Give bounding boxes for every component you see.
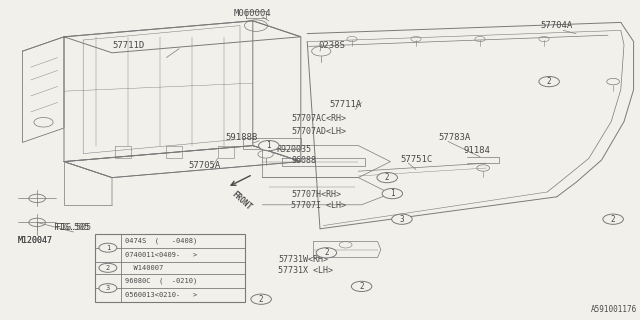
Text: 57707AC<RH>: 57707AC<RH>	[291, 114, 346, 123]
Text: 57707AD<LH>: 57707AD<LH>	[291, 127, 346, 136]
Text: 2: 2	[359, 282, 364, 291]
Circle shape	[99, 243, 117, 252]
Circle shape	[351, 281, 372, 292]
Circle shape	[251, 294, 271, 304]
Text: 1: 1	[390, 189, 395, 198]
Circle shape	[377, 172, 397, 183]
Circle shape	[259, 140, 279, 151]
Text: 91184: 91184	[464, 146, 491, 155]
Text: 0740011<0409-   >: 0740011<0409- >	[125, 252, 197, 258]
Text: A591001176: A591001176	[591, 305, 637, 314]
Text: 57731W<RH>: 57731W<RH>	[278, 255, 328, 264]
Text: 2: 2	[106, 265, 110, 271]
Text: 96080C  (  -0210): 96080C ( -0210)	[125, 278, 197, 284]
Text: 2: 2	[259, 295, 264, 304]
Circle shape	[603, 214, 623, 224]
Text: R920035: R920035	[276, 145, 312, 154]
Text: 2: 2	[385, 173, 390, 182]
Text: 57751C: 57751C	[400, 155, 432, 164]
Text: 59188B: 59188B	[225, 133, 257, 142]
Text: 96088: 96088	[291, 156, 316, 165]
Text: 2: 2	[547, 77, 552, 86]
Text: 57704A: 57704A	[541, 21, 573, 30]
Text: 3: 3	[106, 285, 110, 291]
Circle shape	[99, 263, 117, 272]
Text: 2: 2	[611, 215, 616, 224]
Circle shape	[382, 188, 403, 199]
Text: 57707I <LH>: 57707I <LH>	[291, 201, 346, 210]
Text: M120047: M120047	[18, 236, 53, 245]
Text: 57731X <LH>: 57731X <LH>	[278, 266, 333, 275]
Circle shape	[539, 76, 559, 87]
Text: FIG.505: FIG.505	[56, 223, 92, 232]
Text: 1: 1	[106, 245, 110, 251]
Text: M120047: M120047	[18, 236, 53, 245]
Circle shape	[99, 284, 117, 292]
Circle shape	[392, 214, 412, 224]
Text: 0238S: 0238S	[319, 41, 346, 50]
Text: FIG.505: FIG.505	[54, 223, 90, 232]
Text: 0474S  (   -0408): 0474S ( -0408)	[125, 237, 197, 244]
Text: 0560013<0210-   >: 0560013<0210- >	[125, 292, 197, 298]
Text: 2: 2	[324, 248, 329, 257]
Text: 3: 3	[399, 215, 404, 224]
Text: W140007: W140007	[125, 265, 163, 271]
Text: 57707H<RH>: 57707H<RH>	[291, 190, 341, 199]
Text: 57705A: 57705A	[189, 161, 221, 170]
Text: 1: 1	[266, 141, 271, 150]
Text: M060004: M060004	[234, 9, 271, 18]
Text: 57711A: 57711A	[330, 100, 362, 109]
Text: 57711D: 57711D	[112, 41, 144, 50]
Circle shape	[316, 248, 337, 258]
Text: 57783A: 57783A	[438, 133, 470, 142]
Text: FRONT: FRONT	[230, 189, 253, 212]
